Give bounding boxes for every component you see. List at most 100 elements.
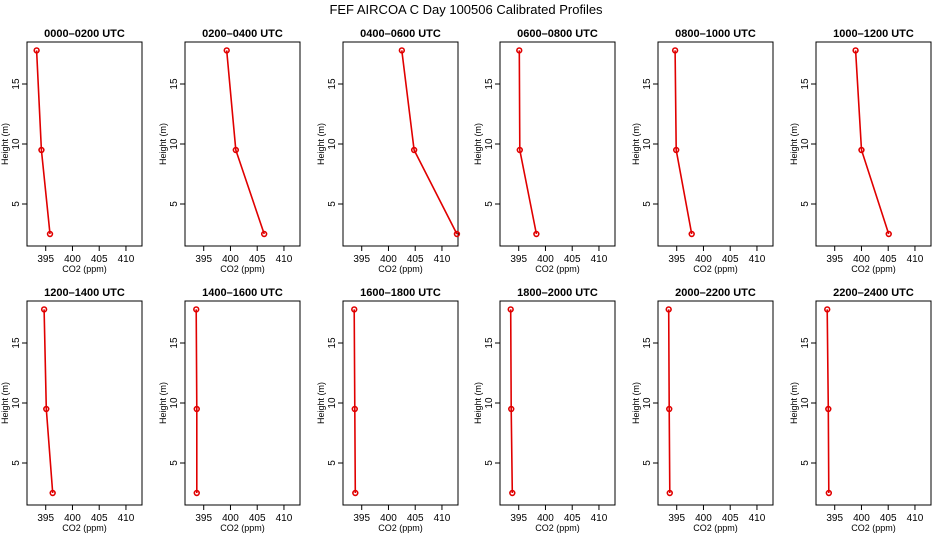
panel-title: 2000–2200 UTC [675,287,756,299]
plot-frame [815,41,932,247]
data-point [516,146,523,154]
x-tick-label: 395 [37,254,54,265]
x-tick-label: 400 [64,254,81,265]
data-point [825,405,832,413]
x-tick-label: 405 [880,513,897,524]
plot-frame [26,41,143,247]
data-point [453,230,461,238]
x-tick-label: 395 [353,513,370,524]
x-tick-label: 405 [91,513,108,524]
x-tick-label: 395 [510,513,527,524]
panel: 0600–0800 UTC 395 400 405 410 CO2 (ppm) 5 10 15 H… [473,28,616,274]
y-tick-label: 10 [11,397,22,409]
y-tick-label: 10 [169,138,180,150]
data-point [193,306,200,313]
plot-frame [499,41,616,247]
y-axis-label: Height (m) [473,382,483,424]
data-point [852,47,859,54]
y-axis-label: Height (m) [316,382,326,424]
x-axis-label: CO2 (ppm) [220,264,265,274]
x-tick-label: 405 [722,513,739,524]
y-tick-label: 10 [800,397,811,409]
x-tick-label: 405 [249,513,266,524]
y-tick-label: 5 [642,201,653,207]
y-tick-label: 10 [327,138,338,150]
data-point [38,146,45,154]
x-tick-label: 400 [853,513,870,524]
x-axis-label: CO2 (ppm) [378,523,423,533]
data-point [516,47,523,54]
x-tick-label: 410 [118,254,135,265]
y-tick-label: 5 [169,460,180,466]
profile-line [667,309,671,494]
plot-frame [815,300,932,506]
y-tick-label: 15 [800,78,811,90]
y-tick-label: 15 [642,337,653,349]
y-tick-label: 15 [169,78,180,90]
data-point [672,146,680,154]
y-tick-label: 5 [800,201,811,207]
y-tick-label: 10 [642,397,653,409]
data-point [46,230,54,238]
plot-frame [499,300,616,506]
x-tick-label: 405 [564,513,581,524]
x-tick-label: 395 [195,254,212,265]
panel: 1000–1200 UTC 395 400 405 410 CO2 (ppm) 5 10 15 H… [789,28,932,274]
profile-line [509,309,514,494]
y-axis-label: Height (m) [158,382,168,424]
data-point [193,405,200,413]
x-tick-label: 405 [880,254,897,265]
x-axis-label: CO2 (ppm) [535,523,580,533]
x-tick-label: 395 [668,513,685,524]
panel-title: 2200–2400 UTC [833,287,914,299]
y-tick-label: 5 [800,460,811,466]
panel-title: 1400–1600 UTC [202,287,283,299]
x-tick-label: 410 [276,513,293,524]
x-tick-label: 395 [195,513,212,524]
x-tick-label: 395 [826,254,843,265]
x-axis-label: CO2 (ppm) [693,264,738,274]
data-point [410,146,418,154]
data-point [351,405,358,413]
x-tick-label: 405 [407,513,424,524]
x-tick-label: 400 [222,513,239,524]
data-point [223,47,230,54]
y-tick-label: 15 [642,78,653,90]
y-tick-label: 5 [327,201,338,207]
y-axis-label: Height (m) [158,123,168,165]
x-tick-label: 410 [749,513,766,524]
data-point [824,306,831,313]
x-tick-label: 410 [118,513,135,524]
data-point [666,405,673,413]
data-point [351,306,358,313]
plot-frame [342,300,459,506]
data-point [825,489,833,497]
data-point [688,230,695,238]
y-tick-label: 15 [484,337,495,349]
x-tick-label: 400 [64,513,81,524]
x-tick-label: 405 [722,254,739,265]
y-tick-label: 10 [484,397,495,409]
y-tick-label: 10 [169,397,180,409]
x-tick-label: 405 [249,254,266,265]
x-tick-label: 400 [222,254,239,265]
x-tick-label: 405 [564,254,581,265]
y-axis-label: Height (m) [0,123,10,165]
y-tick-label: 5 [642,460,653,466]
x-axis-label: CO2 (ppm) [535,264,580,274]
profile-line [225,50,265,235]
data-point [858,146,865,154]
panel: 1200–1400 UTC 395 400 405 410 CO2 (ppm) 5 10 15 H… [0,287,143,533]
panel: 1600–1800 UTC 395 400 405 410 CO2 (ppm) 5 10 15 H… [316,287,459,533]
x-axis-label: CO2 (ppm) [62,264,107,274]
y-axis-label: Height (m) [631,382,641,424]
x-tick-label: 395 [510,254,527,265]
panel: 0000–0200 UTC 395 400 405 410 CO2 (ppm) 5 10 15 H… [0,28,143,274]
data-point [33,47,40,54]
y-tick-label: 15 [327,337,338,349]
panel: 2200–2400 UTC 395 400 405 410 CO2 (ppm) 5 10 15 H… [789,287,932,533]
panel-title: 1600–1800 UTC [360,287,441,299]
x-tick-label: 400 [380,513,397,524]
y-axis-label: Height (m) [316,123,326,165]
y-tick-label: 15 [11,78,22,90]
